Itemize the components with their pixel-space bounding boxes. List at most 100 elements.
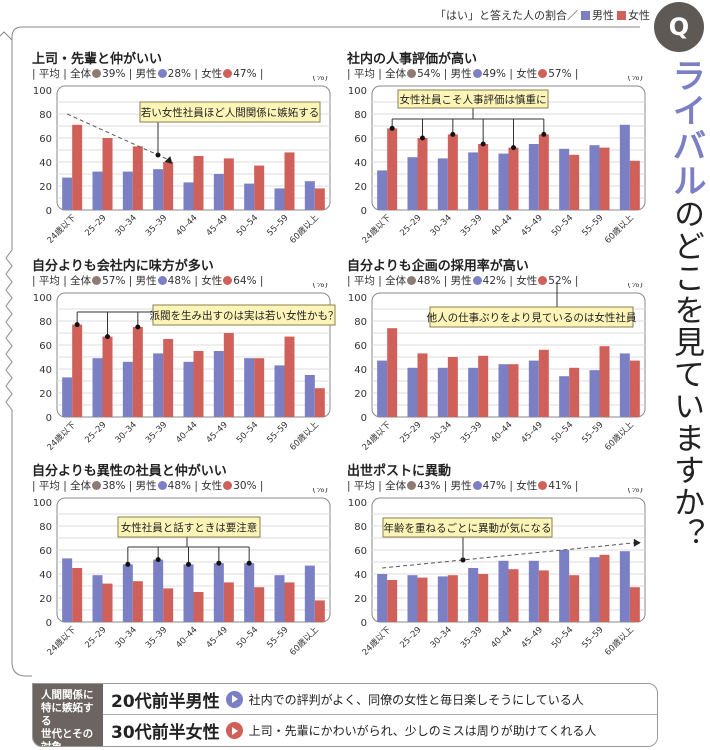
bar-female xyxy=(163,339,174,417)
summary-desc: 上司・先輩にかわいがられ、少しのミスは周りが助けてくれる人 xyxy=(248,724,597,738)
bar-male xyxy=(183,564,194,622)
male-value: 49% xyxy=(482,68,507,80)
bar-female xyxy=(478,574,489,622)
bar-male xyxy=(274,365,285,417)
bar-female xyxy=(223,582,234,622)
overall-dot-icon xyxy=(92,69,102,78)
bar-male xyxy=(619,124,630,210)
female-dot-icon xyxy=(538,276,548,285)
male-dot-icon xyxy=(472,69,482,78)
bar-female xyxy=(417,353,428,417)
y-tick-label: 40 xyxy=(354,158,367,169)
bar-male xyxy=(122,564,133,622)
summary-row-female: 30代前半女性 上司・先輩にかわいがられ、少しのミスは周りが助けてくれる人 xyxy=(103,715,657,746)
bar-female xyxy=(387,328,398,417)
callout-text: 年齢を重ねるごとに異動が気になる xyxy=(384,522,552,535)
bar-female xyxy=(284,152,295,210)
chart-1: 上司・先輩と仲がいい | 平均 | 全体 39% | 男性 28% | 女性 47% … xyxy=(30,48,345,253)
chart-4: 自分よりも企画の採用率が高い | 平均 | 全体 48% | 男性 42% | 女性… xyxy=(345,255,660,460)
bar-female xyxy=(72,568,83,622)
x-tick-label: 55–59 xyxy=(580,420,605,445)
x-tick-label: 24歳以下 xyxy=(360,212,394,246)
bar-male xyxy=(528,560,539,622)
bar-female xyxy=(223,333,234,417)
bar-male xyxy=(498,364,509,417)
overall-label: 全体 xyxy=(385,275,407,287)
x-tick-label: 30–34 xyxy=(429,213,454,238)
bar-male xyxy=(304,375,315,417)
chart-averages: | 平均 | 全体 54% | 男性 49% | 女性 57% | xyxy=(347,68,579,80)
title-accent: ライバル xyxy=(666,58,706,198)
unit-label: (%) xyxy=(312,488,328,495)
x-tick-label: 40–44 xyxy=(174,213,199,238)
x-tick-label: 55–59 xyxy=(265,213,290,238)
bar-female xyxy=(447,357,458,417)
y-tick-label: 60 xyxy=(354,134,367,145)
overall-label: 全体 xyxy=(70,68,92,80)
overall-dot-icon xyxy=(92,276,102,285)
y-tick-label: 80 xyxy=(39,522,52,533)
y-tick-label: 60 xyxy=(39,546,52,557)
x-tick-label: 25–29 xyxy=(83,625,108,650)
bar-female xyxy=(478,144,489,210)
x-tick-label: 40–44 xyxy=(489,213,514,238)
y-tick-label: 60 xyxy=(39,134,52,145)
bar-male xyxy=(92,171,103,210)
x-tick-label: 40–44 xyxy=(489,625,514,650)
bar-female xyxy=(254,587,265,622)
callout-annotation: 女性社員と話すときは要注意 xyxy=(117,516,261,567)
x-tick-label: 45–49 xyxy=(205,213,230,238)
x-tick-label: 40–44 xyxy=(489,420,514,445)
bar-male xyxy=(528,144,539,210)
avg-label: 平均 xyxy=(353,275,375,287)
bar-male xyxy=(559,148,570,210)
bar-female xyxy=(163,588,174,622)
y-tick-label: 0 xyxy=(361,618,367,629)
y-tick-label: 60 xyxy=(354,341,367,352)
bar-male xyxy=(274,575,285,622)
marker-dot xyxy=(480,141,486,147)
overall-value: 48% xyxy=(417,275,441,287)
x-tick-label: 60歳以上 xyxy=(602,212,636,246)
x-tick-label: 40–44 xyxy=(174,420,199,445)
chart-title: 社内の人事評価が高い xyxy=(347,52,478,67)
y-tick-label: 40 xyxy=(39,365,52,376)
chart-title: 出世ポストに異動 xyxy=(347,464,452,479)
bar-female xyxy=(284,336,295,417)
y-tick-label: 60 xyxy=(354,546,367,557)
bar-male xyxy=(274,188,285,210)
x-tick-label: 50–54 xyxy=(550,213,575,238)
male-dot-icon xyxy=(157,69,167,78)
bar-male xyxy=(122,171,133,210)
y-tick-label: 0 xyxy=(361,413,367,424)
x-tick-label: 40–44 xyxy=(174,625,199,650)
callout-annotation: 若い女性社員ほど人間関係に嫉妬する xyxy=(66,101,321,164)
male-label: 男性 xyxy=(135,68,157,80)
y-tick-label: 40 xyxy=(354,570,367,581)
overall-dot-icon xyxy=(407,276,417,285)
male-dot-icon xyxy=(472,276,482,285)
x-tick-label: 45–49 xyxy=(520,625,545,650)
bar-female xyxy=(102,138,113,210)
y-tick-label: 20 xyxy=(39,182,52,193)
bar-male xyxy=(498,153,509,210)
chart-title: 自分よりも企画の採用率が高い xyxy=(347,259,529,274)
bar-male xyxy=(183,182,194,210)
x-tick-label: 35–39 xyxy=(459,213,484,238)
overall-value: 57% xyxy=(102,275,126,287)
bar-female xyxy=(102,336,113,417)
callout-box xyxy=(117,516,261,538)
unit-label: (%) xyxy=(312,283,328,290)
female-value: 47% xyxy=(233,68,257,80)
bar-male xyxy=(244,358,255,417)
bar-male xyxy=(377,170,388,210)
play-circle-icon xyxy=(225,690,243,708)
bar-male xyxy=(619,353,630,417)
x-tick-label: 30–34 xyxy=(114,213,139,238)
bar-female xyxy=(569,575,580,622)
x-tick-label: 25–29 xyxy=(398,625,423,650)
bar-male xyxy=(468,152,479,210)
x-tick-label: 50–54 xyxy=(235,213,260,238)
bar-male xyxy=(407,575,418,622)
